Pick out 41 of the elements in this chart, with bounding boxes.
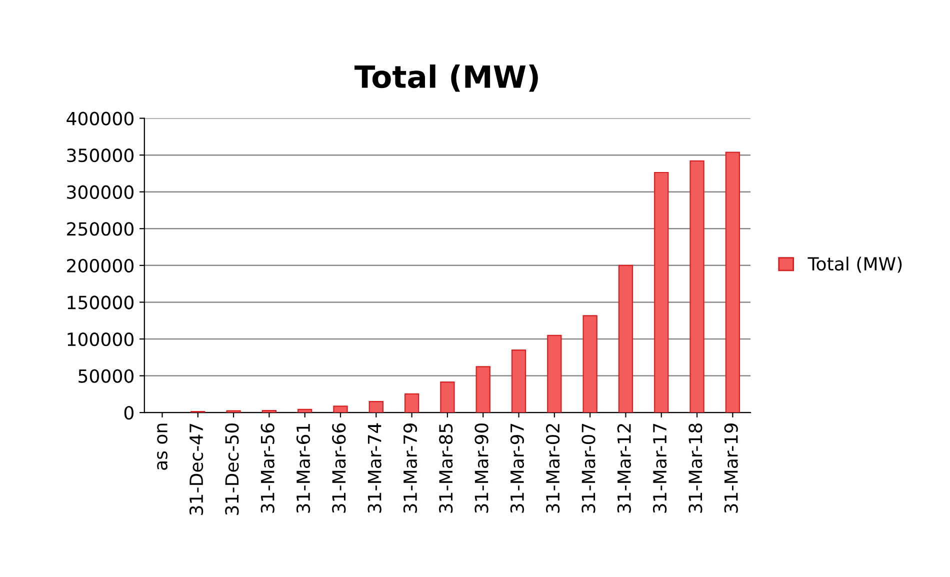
x-tick-label: 31-Mar-90 [474, 423, 488, 513]
bar [333, 406, 348, 413]
y-tick-label: 350000 [67, 148, 134, 162]
bar [476, 366, 490, 413]
y-tick-label: 200000 [67, 258, 134, 273]
legend-label: Total (MW) [808, 256, 902, 273]
y-tick-label: 400000 [66, 112, 134, 126]
bar [404, 393, 420, 413]
x-tick-label: 31-Mar-18 [688, 424, 702, 513]
x-tick-label: 31-Mar-85 [439, 424, 453, 513]
x-tick-label: 31-Mar-61 [296, 424, 310, 513]
x-tick-label: 31-Mar-97 [510, 424, 524, 513]
bar [440, 382, 455, 413]
x-tick-label: 31-Dec-47 [189, 424, 204, 515]
x-tick-label: 31-Mar-07 [582, 424, 596, 513]
x-tick-label: 31-Mar-17 [652, 424, 667, 513]
bar [368, 400, 384, 413]
y-tick-label: 250000 [67, 222, 134, 236]
bar [654, 172, 669, 413]
bar [725, 152, 740, 413]
x-tick-label: 31-Mar-66 [332, 423, 346, 513]
x-tick-label: 31-Mar-56 [260, 423, 274, 513]
y-tick-label: 100000 [68, 332, 134, 346]
x-tick-label: as on [157, 424, 168, 470]
x-tick-label: 31-Mar-02 [546, 424, 560, 513]
chart-title: Total (MW) [354, 64, 538, 92]
bar [582, 315, 598, 413]
bar [298, 408, 312, 413]
x-tick-label: 31-Mar-74 [368, 423, 382, 513]
y-tick-label: 150000 [68, 296, 134, 310]
y-tick-label: 300000 [67, 185, 134, 199]
y-tick-label: 50000 [78, 369, 134, 383]
y-tick-label: 0 [124, 406, 134, 420]
x-tick-label: 31-Dec-50 [225, 423, 239, 515]
x-tick-label: 31-Mar-19 [724, 424, 738, 513]
x-tick-label: 31-Mar-79 [403, 424, 418, 513]
x-tick-label: 31-Mar-12 [617, 424, 631, 513]
bar [511, 349, 526, 413]
bar [547, 334, 562, 413]
bar [690, 160, 704, 413]
bar [618, 264, 634, 413]
